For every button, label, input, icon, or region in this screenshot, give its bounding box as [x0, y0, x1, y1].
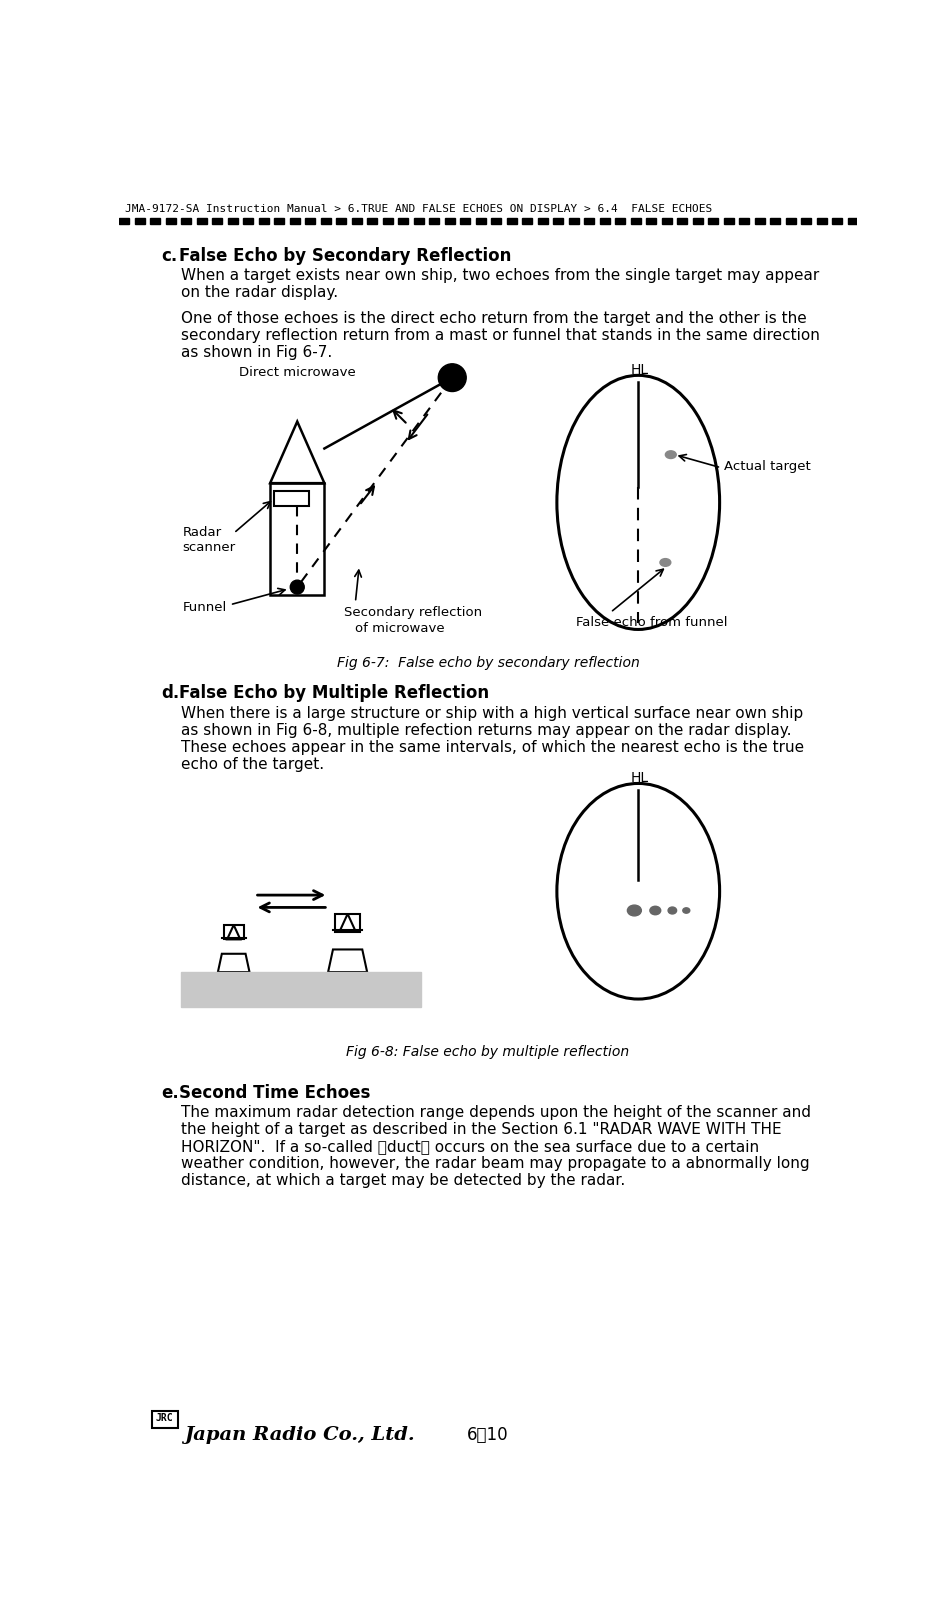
Bar: [491, 217, 501, 225]
Text: Actual target: Actual target: [724, 460, 810, 473]
Bar: [274, 491, 308, 507]
Text: echo of the target.: echo of the target.: [181, 757, 324, 771]
Text: False Echo by Multiple Reflection: False Echo by Multiple Reflection: [179, 684, 488, 701]
Text: weather condition, however, the radar beam may propagate to a abnormally long: weather condition, however, the radar be…: [181, 1157, 809, 1171]
Bar: [367, 217, 377, 225]
Circle shape: [438, 364, 466, 392]
Text: on the radar display.: on the radar display.: [181, 285, 338, 300]
Bar: [568, 217, 579, 225]
Text: These echoes appear in the same intervals, of which the nearest echo is the true: These echoes appear in the same interval…: [181, 740, 804, 755]
Bar: [553, 217, 563, 225]
Text: When there is a large structure or ship with a high vertical surface near own sh: When there is a large structure or ship …: [181, 706, 803, 721]
Bar: [212, 217, 222, 225]
Bar: [770, 217, 780, 225]
Bar: [351, 217, 362, 225]
Text: False Echo by Secondary Reflection: False Echo by Secondary Reflection: [179, 246, 511, 264]
Text: JRC: JRC: [156, 1413, 173, 1422]
Text: distance, at which a target may be detected by the radar.: distance, at which a target may be detec…: [181, 1173, 625, 1187]
Bar: [615, 217, 625, 225]
Bar: [724, 217, 734, 225]
Bar: [224, 925, 244, 940]
Ellipse shape: [665, 450, 676, 458]
Bar: [646, 217, 656, 225]
Text: JMA-9172-SA Instruction Manual > 6.TRUE AND FALSE ECHOES ON DISPLAY > 6.4  FALSE: JMA-9172-SA Instruction Manual > 6.TRUE …: [126, 204, 712, 214]
Bar: [847, 217, 858, 225]
Bar: [335, 914, 360, 932]
Ellipse shape: [668, 907, 677, 914]
Bar: [181, 972, 421, 1006]
Bar: [801, 217, 811, 225]
Text: e.: e.: [162, 1084, 179, 1102]
Bar: [181, 217, 191, 225]
Bar: [259, 217, 268, 225]
Bar: [506, 217, 517, 225]
Text: secondary reflection return from a mast or funnel that stands in the same direct: secondary reflection return from a mast …: [181, 329, 820, 343]
Bar: [243, 217, 253, 225]
Bar: [739, 217, 749, 225]
Text: scanner: scanner: [183, 541, 236, 554]
Text: HL: HL: [630, 363, 648, 377]
Bar: [119, 217, 129, 225]
Text: of microwave: of microwave: [355, 622, 445, 635]
Bar: [630, 217, 641, 225]
Text: d.: d.: [162, 684, 180, 701]
Bar: [429, 217, 439, 225]
Circle shape: [290, 580, 305, 595]
Bar: [522, 217, 532, 225]
Text: Second Time Echoes: Second Time Echoes: [179, 1084, 370, 1102]
Text: Funnel: Funnel: [183, 601, 227, 614]
Bar: [785, 217, 796, 225]
Bar: [336, 217, 347, 225]
Bar: [150, 217, 160, 225]
Bar: [274, 217, 284, 225]
Text: Direct microwave: Direct microwave: [239, 366, 356, 379]
Bar: [151, 1411, 178, 1427]
Bar: [398, 217, 408, 225]
Bar: [817, 217, 826, 225]
Text: HL: HL: [630, 771, 648, 786]
Bar: [166, 217, 175, 225]
Text: Japan Radio Co., Ltd.: Japan Radio Co., Ltd.: [184, 1426, 415, 1445]
Bar: [321, 217, 330, 225]
Bar: [708, 217, 718, 225]
Text: as shown in Fig 6-8, multiple refection returns may appear on the radar display.: as shown in Fig 6-8, multiple refection …: [181, 723, 791, 737]
Text: Radar: Radar: [183, 525, 222, 538]
Bar: [677, 217, 687, 225]
Bar: [584, 217, 594, 225]
Text: c.: c.: [162, 246, 178, 264]
Text: When a target exists near own ship, two echoes from the single target may appear: When a target exists near own ship, two …: [181, 269, 820, 284]
Text: 6－10: 6－10: [467, 1426, 508, 1445]
Text: The maximum radar detection range depends upon the height of the scanner and: The maximum radar detection range depend…: [181, 1105, 811, 1121]
Bar: [600, 217, 609, 225]
Bar: [755, 217, 764, 225]
Bar: [289, 217, 300, 225]
Bar: [383, 217, 392, 225]
Bar: [305, 217, 315, 225]
Bar: [832, 217, 843, 225]
Bar: [134, 217, 145, 225]
Text: Secondary reflection: Secondary reflection: [344, 606, 482, 619]
Bar: [460, 217, 470, 225]
Bar: [413, 217, 424, 225]
Ellipse shape: [660, 559, 671, 567]
Ellipse shape: [627, 906, 642, 915]
Bar: [228, 217, 238, 225]
Bar: [692, 217, 703, 225]
Text: Fig 6-7:  False echo by secondary reflection: Fig 6-7: False echo by secondary reflect…: [336, 656, 640, 671]
Text: False echo from funnel: False echo from funnel: [576, 616, 727, 629]
Text: as shown in Fig 6-7.: as shown in Fig 6-7.: [181, 345, 332, 360]
Bar: [662, 217, 671, 225]
Text: HORIZON".  If a so-called 「duct」 occurs on the sea surface due to a certain: HORIZON". If a so-called 「duct」 occurs o…: [181, 1139, 759, 1153]
Text: the height of a target as described in the Section 6.1 "RADAR WAVE WITH THE: the height of a target as described in t…: [181, 1123, 782, 1137]
Text: Fig 6-8: False echo by multiple reflection: Fig 6-8: False echo by multiple reflecti…: [347, 1045, 629, 1059]
Bar: [445, 217, 454, 225]
Bar: [196, 217, 207, 225]
Bar: [475, 217, 486, 225]
Bar: [538, 217, 547, 225]
Ellipse shape: [650, 906, 661, 915]
Text: One of those echoes is the direct echo return from the target and the other is t: One of those echoes is the direct echo r…: [181, 311, 806, 327]
Bar: [270, 483, 325, 595]
Ellipse shape: [683, 907, 690, 914]
